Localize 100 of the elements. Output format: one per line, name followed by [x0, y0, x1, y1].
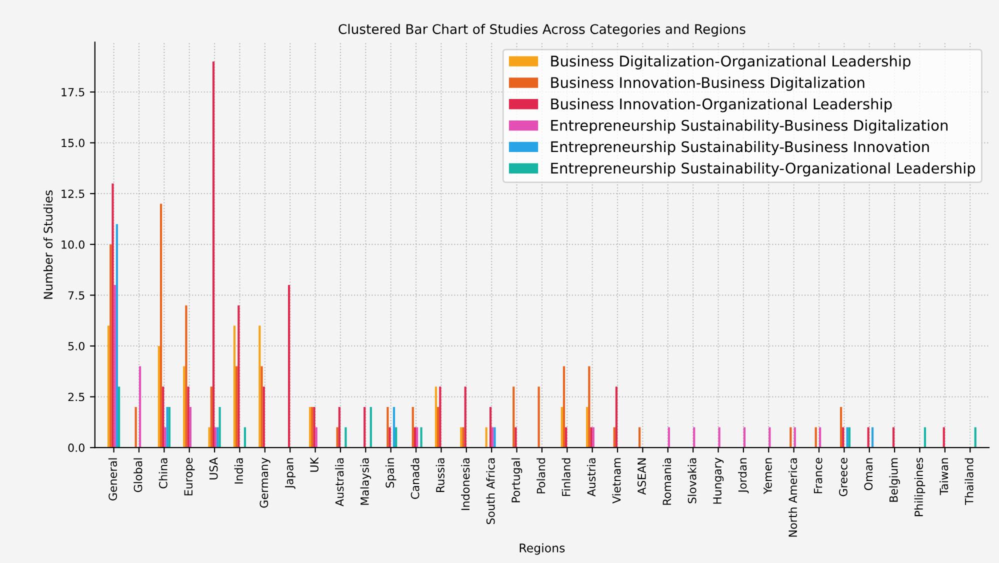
- bar: [388, 427, 391, 448]
- x-tick-label: Global: [134, 458, 142, 492]
- x-tick-label: Malaysia: [360, 458, 372, 505]
- bar: [185, 305, 188, 448]
- x-tick-label: USA: [209, 457, 218, 480]
- x-tick-label: India: [234, 458, 243, 484]
- bar: [437, 406, 440, 448]
- bar: [114, 285, 116, 448]
- y-tick-label: 0.0: [68, 444, 84, 452]
- bar: [514, 427, 517, 448]
- x-tick-label: Australia: [335, 458, 344, 506]
- bar: [974, 427, 976, 448]
- bar: [613, 427, 616, 448]
- bar: [867, 427, 870, 448]
- bar: [395, 427, 398, 448]
- bar: [134, 406, 137, 448]
- x-tick-label: Indonesia: [461, 458, 470, 510]
- bar: [586, 406, 588, 448]
- x-tick-label: Vietnam: [612, 458, 621, 504]
- x-tick-label: Canada: [410, 458, 420, 499]
- bar: [562, 366, 566, 448]
- bar: [416, 427, 418, 448]
- bar: [238, 305, 240, 448]
- bar: [538, 386, 540, 448]
- chart-title: Clustered Bar Chart of Studies Across Categories and Regions: [338, 24, 746, 37]
- bar: [210, 386, 212, 448]
- bar: [160, 204, 162, 448]
- y-tick-label: 7.5: [68, 291, 84, 300]
- y-tick-label: 2.5: [68, 392, 84, 402]
- bar: [842, 427, 844, 448]
- bar: [615, 386, 618, 448]
- bar: [212, 62, 215, 448]
- bar: [158, 346, 160, 448]
- legend-label: Business Digitalization-Organizational Leadership: [551, 55, 910, 70]
- bar: [814, 427, 817, 448]
- bar: [344, 427, 347, 448]
- bar: [233, 326, 236, 448]
- bar: [338, 406, 340, 448]
- bar: [892, 427, 895, 448]
- bar: [768, 427, 771, 448]
- bar: [218, 406, 221, 448]
- bar: [112, 183, 114, 448]
- x-tick-label: Poland: [536, 458, 546, 494]
- y-axis-title: Number of Studies: [43, 190, 53, 299]
- bar: [414, 427, 416, 448]
- bar: [588, 366, 590, 448]
- bar: [258, 326, 261, 448]
- bar: [819, 427, 822, 448]
- bar: [565, 427, 568, 448]
- legend-label: Business Innovation-Organizational Leadership: [551, 98, 892, 112]
- x-tick-label: Hungary: [713, 458, 724, 504]
- bar: [370, 406, 372, 448]
- x-tick-label: Romania: [662, 458, 672, 505]
- x-tick-label: Oman: [864, 458, 873, 490]
- bar: [840, 406, 842, 448]
- bar: [439, 386, 442, 448]
- x-tick-label: Belgium: [889, 458, 900, 502]
- bar: [489, 406, 492, 448]
- x-tick-label: Thailand: [964, 458, 974, 506]
- bar: [260, 366, 263, 448]
- bar: [420, 427, 422, 448]
- bar: [512, 386, 515, 448]
- bar: [138, 366, 142, 448]
- x-axis-title: Regions: [520, 543, 565, 555]
- bar: [164, 427, 166, 448]
- bar: [392, 406, 396, 448]
- y-tick-label: 17.5: [62, 88, 84, 96]
- bar: [924, 427, 926, 448]
- x-tick-label: Japan: [285, 458, 296, 489]
- bar: [871, 427, 874, 448]
- x-tick-label: General: [108, 458, 118, 500]
- bar: [336, 427, 338, 448]
- bar: [668, 427, 670, 448]
- x-tick-label: South Africa: [486, 458, 495, 524]
- x-tick-label: Finland: [562, 458, 570, 496]
- bar: [693, 427, 696, 448]
- x-tick-label: Jordan: [738, 458, 749, 494]
- bar: [315, 427, 318, 448]
- x-tick-label: Philippines: [914, 458, 926, 516]
- bar: [638, 427, 641, 448]
- bar: [288, 285, 290, 448]
- bar: [464, 386, 466, 448]
- legend-label: Entrepreneurship Sustainability-Business Digitalization: [551, 120, 948, 134]
- bar: [942, 427, 945, 448]
- legend-label: Entrepreneurship Sustainability-Organizational Leadership: [551, 162, 976, 176]
- bar: [108, 326, 110, 448]
- x-tick-label: Greece: [839, 458, 848, 496]
- bar: [262, 386, 265, 448]
- bar: [718, 427, 720, 448]
- y-tick-label: 15.0: [62, 138, 84, 148]
- bar: [116, 224, 118, 448]
- bar: [743, 427, 746, 448]
- bar: [189, 406, 192, 448]
- y-tick-label: 12.5: [62, 190, 84, 198]
- x-tick-label: Taiwan: [940, 458, 948, 496]
- x-tick-label: France: [814, 458, 822, 494]
- x-tick-label: Europe: [184, 458, 195, 496]
- x-tick-label: Russia: [436, 458, 444, 492]
- bar: [364, 406, 366, 448]
- bar: [560, 406, 563, 448]
